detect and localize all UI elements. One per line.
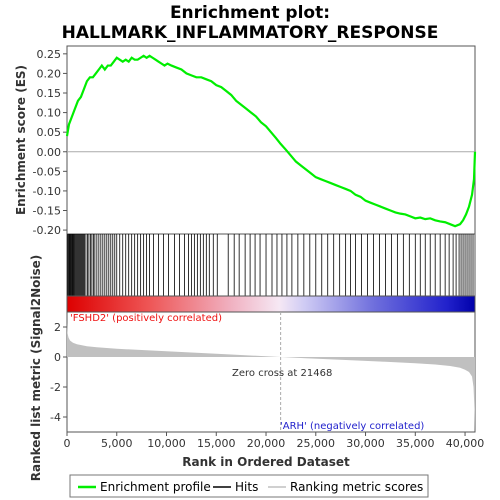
es-y-tick-label: -0.05 bbox=[33, 165, 61, 178]
es-y-axis-label: Enrichment score (ES) bbox=[14, 65, 28, 215]
hits-plot-area bbox=[66, 233, 476, 297]
es-y-ticks: 0.25 0.20 0.15 0.10 0.05 0.00 -0.05 -0.10 -0.15 -… bbox=[33, 48, 67, 237]
es-y-tick-label: 0.05 bbox=[37, 126, 62, 139]
metric-y-tick-label: -2 bbox=[50, 381, 61, 394]
es-y-tick-label: -0.10 bbox=[33, 185, 61, 198]
metric-panel: 2 0 -2 -4 0 5,000 10,000 15,000 20,000 25,000 30,… bbox=[29, 255, 484, 482]
enrichment-profile-line bbox=[65, 54, 477, 228]
x-tick-label: 20,000 bbox=[247, 437, 286, 450]
legend-ranking-label: Ranking metric scores bbox=[290, 480, 423, 494]
es-y-tick-label: 0.00 bbox=[37, 146, 62, 159]
es-y-tick-label: 0.25 bbox=[37, 48, 62, 61]
metric-y-tick-label: 2 bbox=[54, 321, 61, 334]
es-y-tick-label: 0.15 bbox=[37, 87, 62, 100]
es-y-tick-label: 0.20 bbox=[37, 67, 62, 80]
metric-y-ticks: 2 0 -2 -4 bbox=[50, 321, 67, 424]
x-tick-label: 0 bbox=[64, 437, 71, 450]
legend-enrichment-label: Enrichment profile bbox=[100, 480, 211, 494]
metric-y-axis-label: Ranked list metric (Signal2Noise) bbox=[29, 255, 43, 482]
x-tick-label: 40,000 bbox=[446, 437, 485, 450]
x-tick-label: 10,000 bbox=[147, 437, 186, 450]
gradient-strip bbox=[66, 295, 476, 313]
chart-title-line1: Enrichment plot: bbox=[170, 3, 330, 23]
hit-marks bbox=[67, 234, 474, 296]
x-tick-label: 5,000 bbox=[101, 437, 133, 450]
x-tick-label: 15,000 bbox=[197, 437, 236, 450]
chart-title-line2: HALLMARK_INFLAMMATORY_RESPONSE bbox=[62, 23, 439, 43]
x-tick-label: 25,000 bbox=[297, 437, 336, 450]
es-panel: 0.25 0.20 0.15 0.10 0.05 0.00 -0.05 -0.10 -0.15 -… bbox=[14, 45, 477, 237]
es-y-tick-label: -0.15 bbox=[33, 205, 61, 218]
legend-box bbox=[69, 474, 429, 498]
x-tick-label: 35,000 bbox=[396, 437, 435, 450]
negative-correlation-label: 'ARH' (negatively correlated) bbox=[280, 421, 424, 432]
zero-cross-label: Zero cross at 21468 bbox=[232, 368, 332, 379]
rank-gradient-bar bbox=[66, 295, 476, 313]
metric-y-tick-label: -4 bbox=[50, 411, 61, 424]
x-axis-label: Rank in Ordered Dataset bbox=[182, 455, 350, 469]
legend: Enrichment profile Hits Ranking metric s… bbox=[69, 474, 429, 498]
x-tick-label: 30,000 bbox=[346, 437, 385, 450]
es-plot-area bbox=[66, 45, 476, 235]
metric-y-tick-label: 0 bbox=[54, 351, 61, 364]
legend-hits-label: Hits bbox=[235, 480, 258, 494]
hits-panel bbox=[66, 233, 476, 297]
es-y-tick-label: -0.20 bbox=[33, 224, 61, 237]
metric-x-ticks: 0 5,000 10,000 15,000 20,000 25,000 30,000 35,0… bbox=[64, 432, 485, 450]
es-y-tick-label: 0.10 bbox=[37, 107, 62, 120]
positive-correlation-label: 'FSHD2' (positively correlated) bbox=[70, 313, 222, 324]
